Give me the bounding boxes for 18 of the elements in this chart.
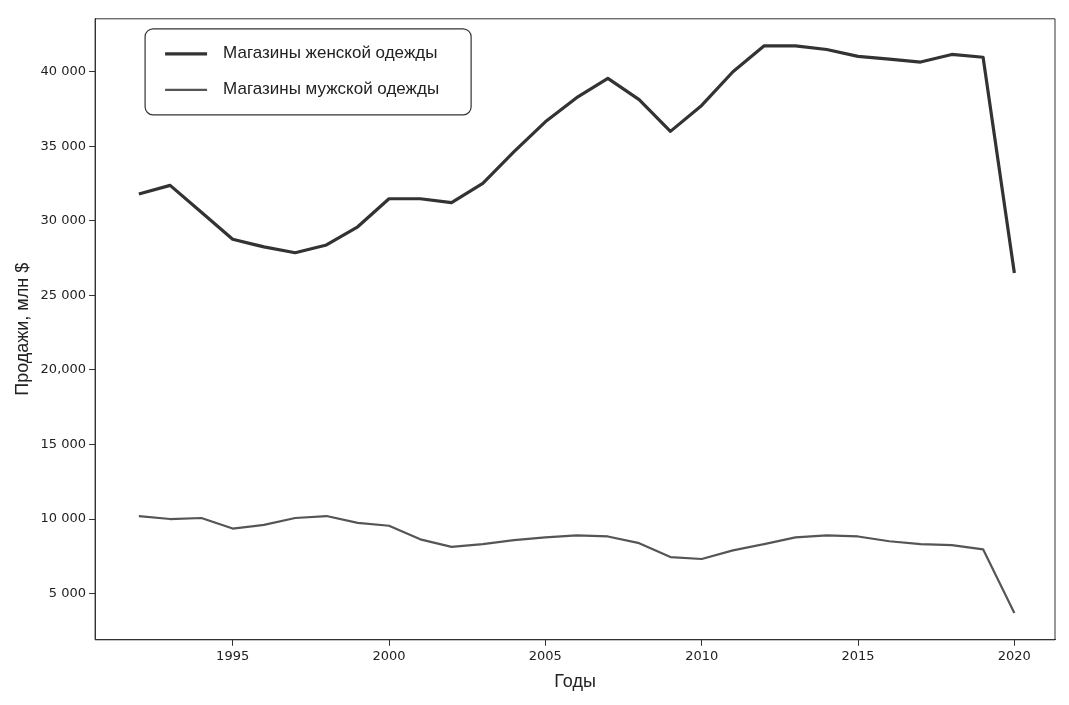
y-tick-label: 25 000 bbox=[40, 286, 87, 302]
x-tick-label: 2005 bbox=[528, 647, 562, 663]
y-tick-label: 35 000 bbox=[40, 137, 87, 153]
x-tick-label: 1995 bbox=[216, 647, 250, 663]
legend-label: Магазины женской одежды bbox=[223, 43, 438, 63]
y-tick-label: 40 000 bbox=[40, 63, 87, 79]
y-tick-label: 20,000 bbox=[40, 361, 87, 377]
y-tick-label: 10 000 bbox=[40, 510, 87, 526]
legend-label: Магазины мужской одежды bbox=[223, 79, 440, 99]
x-tick-label: 2020 bbox=[997, 647, 1031, 663]
y-axis-title: Продажи, млн $ bbox=[11, 262, 32, 396]
y-tick-label: 30 000 bbox=[40, 212, 87, 228]
x-tick-label: 2000 bbox=[372, 647, 406, 663]
y-tick-label: 15 000 bbox=[40, 435, 87, 451]
x-tick-label: 2015 bbox=[841, 647, 875, 663]
x-tick-label: 2010 bbox=[685, 647, 719, 663]
y-tick-label: 5 000 bbox=[48, 584, 87, 600]
x-axis-title: Годы bbox=[554, 671, 596, 692]
